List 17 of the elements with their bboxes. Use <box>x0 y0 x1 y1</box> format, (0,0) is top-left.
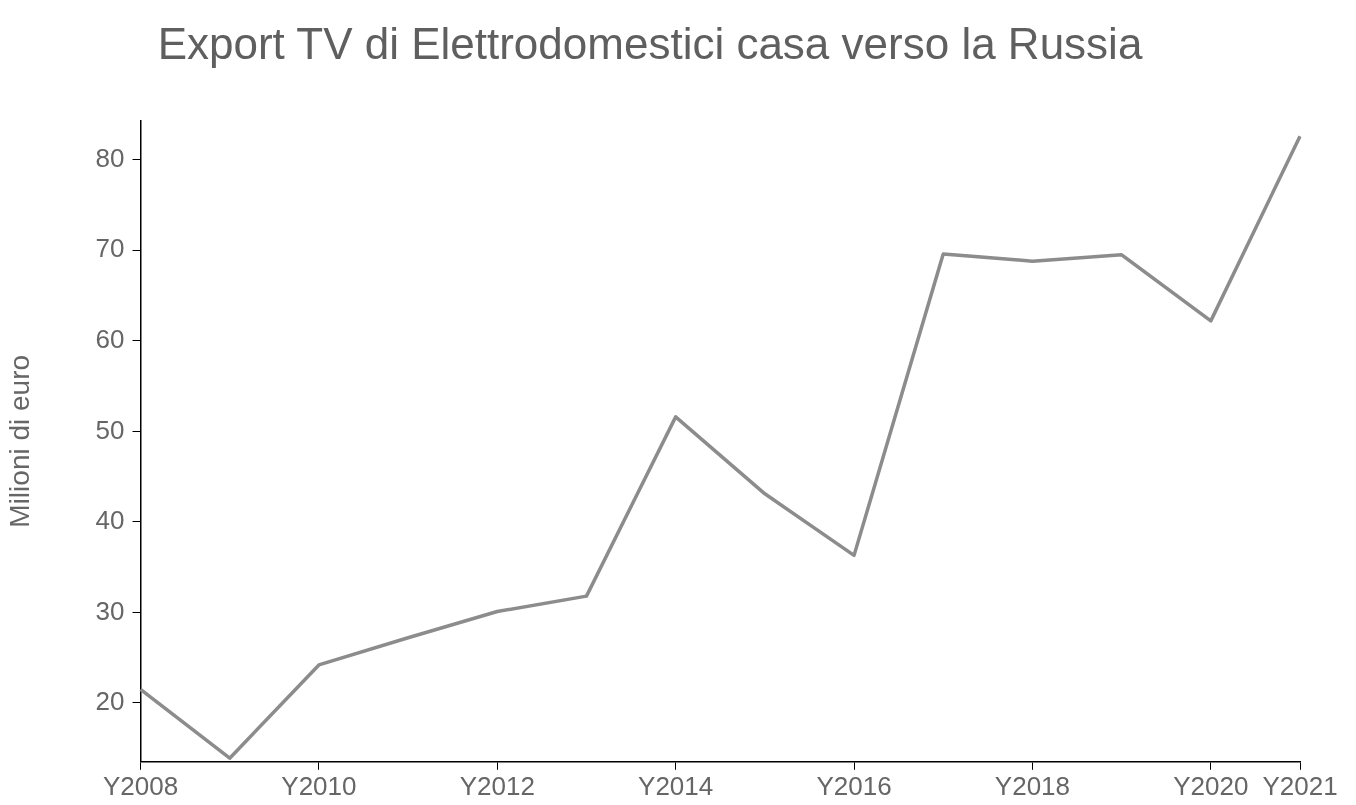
chart-title: Export TV di Elettrodomestici casa verso la Russia <box>157 18 1143 68</box>
y-tick-label: 20 <box>95 686 125 717</box>
x-tick-label: Y2021 <box>1262 770 1338 801</box>
x-tick-label: Y2020 <box>1173 770 1249 801</box>
y-tick-label: 30 <box>95 595 125 626</box>
x-tick-label: Y2010 <box>281 770 357 801</box>
y-tick-label: 80 <box>95 142 125 173</box>
y-tick-label: 40 <box>95 505 125 536</box>
x-tick-label: Y2018 <box>994 770 1071 801</box>
y-axis-title: Milioni di euro <box>3 354 35 528</box>
y-tick-label: 70 <box>95 233 125 264</box>
x-tick-label: Y2016 <box>816 770 892 801</box>
y-tick-label: 50 <box>95 414 125 445</box>
y-tick-label: 60 <box>95 323 125 354</box>
x-tick-label: Y2014 <box>638 770 714 801</box>
x-tick-label: Y2012 <box>459 770 535 801</box>
x-tick-label: Y2008 <box>102 770 179 801</box>
